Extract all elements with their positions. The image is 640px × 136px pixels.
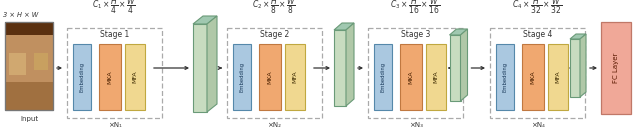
Text: $C_1\times\dfrac{H}{4}\times\dfrac{W}{4}$: $C_1\times\dfrac{H}{4}\times\dfrac{W}{4}… [92,0,136,16]
FancyBboxPatch shape [73,44,91,110]
FancyBboxPatch shape [400,44,422,110]
Text: Embedding: Embedding [502,62,508,92]
Text: MFA: MFA [292,71,298,83]
Polygon shape [570,34,586,39]
FancyBboxPatch shape [259,44,281,110]
FancyBboxPatch shape [426,44,446,110]
Text: MKA: MKA [531,70,536,84]
FancyBboxPatch shape [125,44,145,110]
Polygon shape [334,23,354,30]
Text: ×N₃: ×N₃ [408,122,422,128]
Polygon shape [346,23,354,106]
Polygon shape [193,24,207,112]
Text: Input: Input [20,116,38,122]
Polygon shape [334,30,346,106]
FancyBboxPatch shape [496,44,514,110]
FancyBboxPatch shape [9,53,26,75]
FancyBboxPatch shape [374,44,392,110]
Text: Embedding: Embedding [79,62,84,92]
Text: Stage 4: Stage 4 [523,30,552,39]
Text: MKA: MKA [408,70,413,84]
Text: Stage 3: Stage 3 [401,30,430,39]
FancyBboxPatch shape [99,44,121,110]
FancyBboxPatch shape [548,44,568,110]
FancyBboxPatch shape [34,53,48,70]
Text: MFA: MFA [433,71,438,83]
Text: ×N₄: ×N₄ [531,122,545,128]
Text: $C_3\times\dfrac{H}{16}\times\dfrac{W}{16}$: $C_3\times\dfrac{H}{16}\times\dfrac{W}{1… [390,0,440,16]
Polygon shape [449,35,461,101]
Text: Embedding: Embedding [239,62,244,92]
Polygon shape [570,39,580,97]
Text: $C_2\times\dfrac{H}{8}\times\dfrac{W}{8}$: $C_2\times\dfrac{H}{8}\times\dfrac{W}{8}… [252,0,296,16]
Polygon shape [207,16,217,112]
FancyBboxPatch shape [601,22,631,114]
Text: $C_4\times\dfrac{H}{32}\times\dfrac{W}{32}$: $C_4\times\dfrac{H}{32}\times\dfrac{W}{3… [513,0,563,16]
Text: FC Layer: FC Layer [613,53,619,83]
FancyBboxPatch shape [5,82,53,110]
Text: MKA: MKA [108,70,113,84]
Polygon shape [580,34,586,97]
Text: Embedding: Embedding [381,62,385,92]
Text: Stage 1: Stage 1 [100,30,129,39]
Text: 3 × H × W: 3 × H × W [3,12,38,18]
FancyBboxPatch shape [5,35,53,84]
Polygon shape [461,29,467,101]
Text: MFA: MFA [132,71,138,83]
Text: ×N₂: ×N₂ [268,122,282,128]
FancyBboxPatch shape [5,22,53,48]
FancyBboxPatch shape [522,44,544,110]
Text: MFA: MFA [556,71,561,83]
Text: Stage 2: Stage 2 [260,30,289,39]
FancyBboxPatch shape [233,44,251,110]
Text: MKA: MKA [268,70,273,84]
Polygon shape [449,29,467,35]
Polygon shape [193,16,217,24]
FancyBboxPatch shape [5,22,53,110]
Text: ×N₁: ×N₁ [108,122,122,128]
FancyBboxPatch shape [285,44,305,110]
